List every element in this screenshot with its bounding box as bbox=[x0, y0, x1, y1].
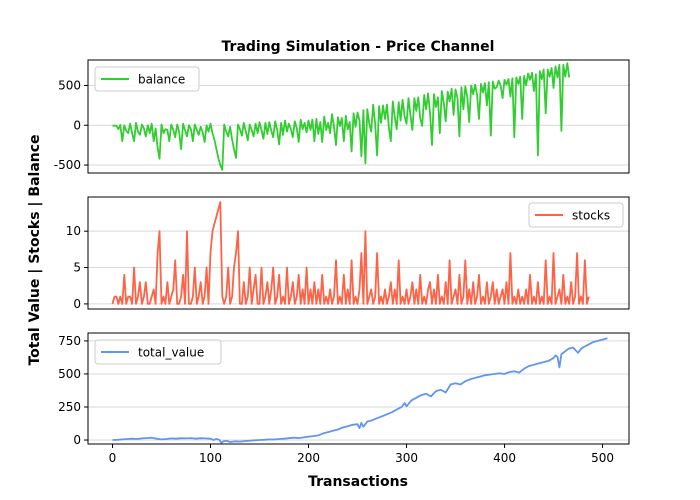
y-tick-label: 5 bbox=[73, 261, 81, 275]
x-tick-label: 400 bbox=[493, 451, 516, 465]
x-tick-label: 0 bbox=[109, 451, 117, 465]
x-tick-label: 300 bbox=[395, 451, 418, 465]
plot-frame bbox=[87, 59, 630, 174]
y-tick-label: 750 bbox=[58, 334, 81, 348]
series-line-total_value bbox=[112, 337, 608, 444]
y-tick-label: 500 bbox=[58, 78, 81, 92]
chart-title: Trading Simulation - Price Channel bbox=[222, 39, 495, 55]
y-tick-label: -500 bbox=[54, 158, 81, 172]
y-tick-label: 0 bbox=[73, 297, 81, 311]
y-tick-label: 500 bbox=[58, 367, 81, 381]
y-tick-label: 250 bbox=[58, 400, 81, 414]
plot-frame bbox=[87, 196, 630, 310]
series-line-stocks bbox=[111, 201, 590, 305]
y-axis-title: Total Value | Stocks | Balance bbox=[27, 134, 43, 365]
legend-box bbox=[528, 202, 624, 228]
legend-label: balance bbox=[138, 73, 185, 87]
legend: stocks bbox=[528, 202, 624, 228]
y-tick-label: 0 bbox=[73, 118, 81, 132]
chart-panels: -500 0 500 balance 0 5 10 stocks 0 250 500 750 total… bbox=[54, 59, 630, 465]
series-line-balance bbox=[112, 62, 571, 171]
x-tick-label: 200 bbox=[297, 451, 320, 465]
panel-1: -500 0 500 balance bbox=[54, 59, 630, 174]
legend-box bbox=[94, 339, 222, 365]
plot-frame bbox=[87, 332, 630, 445]
legend-label: stocks bbox=[572, 209, 610, 223]
x-tick-label: 500 bbox=[591, 451, 614, 465]
panel-2: 0 5 10 stocks bbox=[66, 196, 630, 311]
y-tick-label: 0 bbox=[73, 433, 81, 447]
x-tick-label: 100 bbox=[199, 451, 222, 465]
x-axis-title: Transactions bbox=[308, 474, 408, 490]
y-tick-label: 10 bbox=[66, 224, 81, 238]
legend: total_value bbox=[94, 339, 222, 365]
panel-3: 0 250 500 750 total_value 0 100 200 300 400 500 bbox=[58, 332, 630, 465]
legend-label: total_value bbox=[138, 346, 204, 360]
legend-box bbox=[94, 66, 200, 92]
legend: balance bbox=[94, 66, 200, 92]
